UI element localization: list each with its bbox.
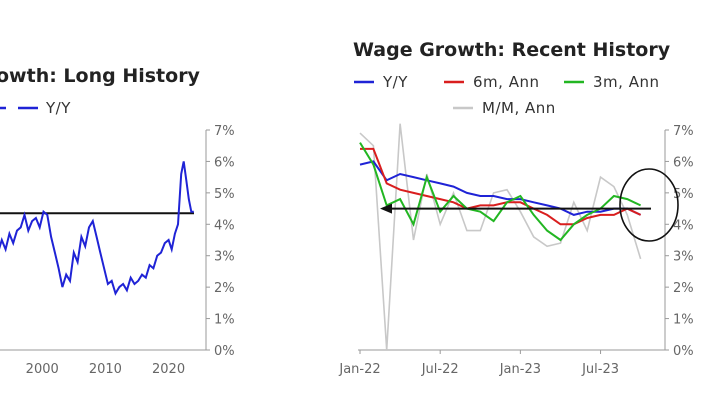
x-tick-label: Jan-22	[338, 362, 380, 377]
series-6m-line	[360, 147, 642, 226]
x-tick-label: 2020	[152, 362, 185, 377]
y-tick-label: 4%	[214, 218, 235, 233]
x-tick-label: 2010	[89, 362, 122, 377]
series-3m-line	[359, 142, 642, 242]
y-tick-label: 4%	[673, 218, 694, 233]
x-tick-label: Jan-23	[499, 362, 541, 377]
y-tick-label: 2%	[214, 281, 235, 296]
y-tick-label: 1%	[214, 313, 235, 328]
right-legend: Y/Y 6m, Ann 3m, Ann M/M, Ann	[354, 73, 659, 117]
y-tick-label: 5%	[214, 187, 235, 202]
series-mm-line	[359, 123, 642, 351]
y-tick-label: 6%	[673, 155, 694, 170]
legend-label-3m: 3m, Ann	[593, 73, 659, 91]
y-tick-label: 6%	[214, 155, 235, 170]
legend-label-mm: M/M, Ann	[482, 99, 556, 117]
left-legend-label-yy: Y/Y	[45, 99, 71, 117]
x-tick-label: Jul-23	[581, 362, 619, 377]
right-y-ticks: 0%1%2%3%4%5%6%7%	[665, 124, 694, 359]
left-series-yy-line	[0, 161, 194, 296]
right-x-ticks: Jan-22 Jul-22 Jan-23 Jul-23	[338, 350, 619, 377]
y-tick-label: 2%	[673, 281, 694, 296]
y-tick-label: 1%	[673, 313, 694, 328]
legend-label-yy: Y/Y	[382, 73, 408, 91]
y-tick-label: 7%	[214, 124, 235, 139]
right-chart: Wage Growth: Recent History Y/Y 6m, Ann …	[338, 39, 693, 377]
left-legend: Y/Y	[0, 99, 71, 117]
right-series-lines	[359, 123, 642, 351]
y-tick-label: 0%	[673, 344, 694, 359]
legend-label-6m: 6m, Ann	[473, 73, 539, 91]
y-tick-label: 3%	[673, 250, 694, 265]
y-tick-label: 0%	[214, 344, 235, 359]
left-x-ticks: 2000 2010 2020	[26, 362, 185, 377]
left-y-ticks: 0% 1% 2% 3% 4% 5% 6% 7%	[206, 124, 235, 359]
x-tick-label: 2000	[26, 362, 59, 377]
highlight-circle	[619, 168, 679, 242]
left-chart-title: owth: Long History	[0, 65, 201, 87]
right-arrowhead	[380, 203, 392, 214]
right-chart-title: Wage Growth: Recent History	[353, 39, 671, 61]
y-tick-label: 3%	[214, 250, 235, 265]
x-tick-label: Jul-22	[421, 362, 459, 377]
left-chart: owth: Long History Y/Y 0%1%2%3%4%5%6%7% …	[0, 65, 235, 377]
y-tick-label: 7%	[673, 124, 694, 139]
